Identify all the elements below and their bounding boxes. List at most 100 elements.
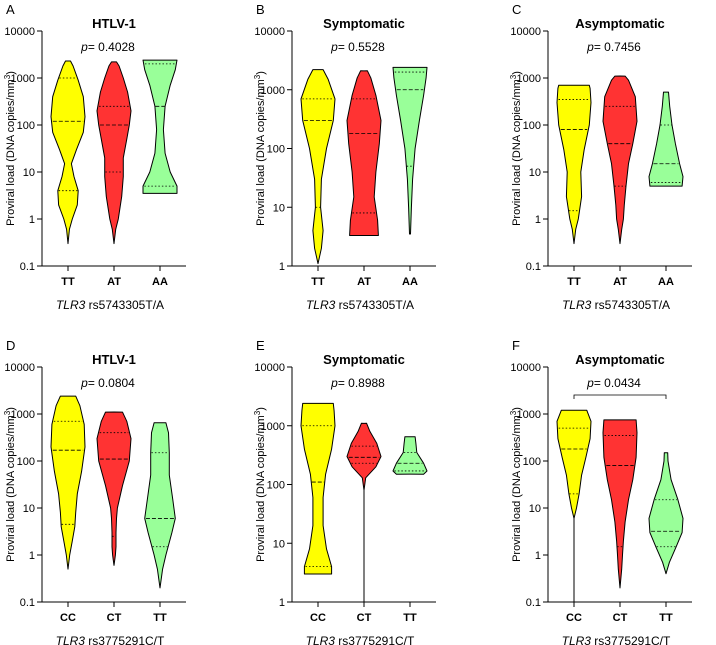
panel-title: HTLV-1 xyxy=(92,352,136,367)
violin-aa xyxy=(392,66,428,235)
y-axis-label-sup: 3 xyxy=(253,410,262,415)
p-value-symbol: p xyxy=(586,376,594,390)
x-tick-label: TT xyxy=(659,612,673,624)
violin-body xyxy=(96,411,132,566)
y-axis-label-close: ) xyxy=(511,71,523,75)
x-tick-label: TT xyxy=(567,276,581,288)
y-axis-label: Proviral load (DNA copies/mm3) xyxy=(509,407,523,562)
p-value: p= 0.4028 xyxy=(80,40,135,54)
x-axis-label: TLR3 rs5743305T/A xyxy=(562,298,670,312)
violin-at xyxy=(346,70,382,237)
y-axis-label-sup: 3 xyxy=(3,74,12,79)
violin-body xyxy=(300,69,336,265)
x-tick-label: AA xyxy=(658,276,674,288)
violin-body xyxy=(392,66,428,235)
x-axis-label-snp: rs5743305T/A xyxy=(591,298,670,312)
y-tick-label: 10 xyxy=(529,167,541,179)
x-axis-label: TLR3 rs5743305T/A xyxy=(56,298,164,312)
violin-body xyxy=(602,419,638,589)
y-tick-label: 100 xyxy=(267,144,285,156)
p-value: p= 0.7456 xyxy=(586,40,641,54)
violin-body xyxy=(346,70,382,237)
x-axis-label-snp: rs3775291C/T xyxy=(591,634,671,645)
y-axis-label: Proviral load (DNA copies/mm3) xyxy=(3,71,17,226)
y-axis-label-sup: 3 xyxy=(253,74,262,79)
p-value-number: = 0.8988 xyxy=(338,376,385,390)
violin-at xyxy=(96,61,132,245)
y-tick-label: 10000 xyxy=(510,362,541,374)
y-tick-label: 1 xyxy=(29,550,35,562)
violin-body xyxy=(50,60,86,245)
violin-tt xyxy=(300,69,336,265)
violin-cc xyxy=(50,395,86,570)
violin-body xyxy=(602,75,638,245)
violin-body xyxy=(300,402,336,575)
panel-title: Symptomatic xyxy=(323,16,405,31)
y-tick-label: 1000 xyxy=(261,421,285,433)
y-axis-label-main: Proviral load (DNA copies/mm xyxy=(255,79,267,226)
violin-cc xyxy=(300,402,336,575)
y-tick-label: 10 xyxy=(23,167,35,179)
violin-ct xyxy=(96,411,132,566)
p-value-symbol: p xyxy=(586,40,594,54)
y-tick-label: 10000 xyxy=(254,362,285,374)
panel-c: C Asymptomatic p= 0.7456 0.1 1 10 100 1000 10000… xyxy=(509,2,692,312)
violin-ct xyxy=(602,419,638,589)
panel-title: Asymptomatic xyxy=(575,352,665,367)
x-axis-label-gene: TLR3 xyxy=(562,298,592,312)
y-tick-label: 1 xyxy=(29,214,35,226)
p-value-symbol: p xyxy=(330,376,338,390)
panel-letter: B xyxy=(256,2,265,17)
y-tick-label: 10 xyxy=(273,538,285,550)
violin-body xyxy=(556,409,592,603)
panel-letter: E xyxy=(256,338,265,353)
y-tick-label: 10 xyxy=(529,503,541,515)
y-tick-label: 1 xyxy=(535,550,541,562)
x-tick-label: AT xyxy=(107,276,121,288)
y-tick-label: 10000 xyxy=(254,26,285,38)
y-tick-label: 0.1 xyxy=(20,261,35,273)
x-axis-label: TLR3 rs3775291C/T xyxy=(306,634,415,645)
panel-letter: C xyxy=(512,2,521,17)
panel-e: E Symptomatic p= 0.8988 1 10 100 1000 10000 Prov… xyxy=(253,338,436,645)
violin-body xyxy=(50,395,86,570)
y-tick-label: 1000 xyxy=(11,73,35,85)
x-axis-label: TLR3 rs3775291C/T xyxy=(562,634,671,645)
y-axis-label-close: ) xyxy=(255,407,267,411)
p-value-number: = 0.0434 xyxy=(594,376,641,390)
violin-body xyxy=(142,59,178,194)
x-tick-label: CT xyxy=(107,612,122,624)
violin-tt xyxy=(144,422,176,589)
x-tick-label: CT xyxy=(613,612,628,624)
x-tick-label: TT xyxy=(311,276,325,288)
violin-tt xyxy=(648,452,684,575)
panel-title: HTLV-1 xyxy=(92,16,136,31)
p-value-number: = 0.7456 xyxy=(594,40,641,54)
panel-letter: D xyxy=(6,338,15,353)
p-value-number: = 0.5528 xyxy=(338,40,385,54)
y-tick-label: 100 xyxy=(523,120,541,132)
violin-tt xyxy=(556,84,592,245)
y-tick-label: 100 xyxy=(17,456,35,468)
x-tick-label: TT xyxy=(153,612,167,624)
y-axis-label: Proviral load (DNA copies/mm3) xyxy=(253,71,267,226)
x-tick-label: TT xyxy=(61,276,75,288)
x-axis-label-gene: TLR3 xyxy=(306,634,336,645)
y-tick-label: 1 xyxy=(279,261,285,273)
y-tick-label: 100 xyxy=(523,456,541,468)
y-tick-label: 1 xyxy=(535,214,541,226)
p-value-number: = 0.0804 xyxy=(88,376,135,390)
y-axis-label-main: Proviral load (DNA copies/mm xyxy=(511,79,523,226)
panel-b: B Symptomatic p= 0.5528 1 10 100 1000 10000 Prov… xyxy=(253,2,436,312)
y-tick-label: 0.1 xyxy=(526,261,541,273)
x-axis-label-snp: rs3775291C/T xyxy=(85,634,165,645)
p-value-symbol: p xyxy=(80,40,88,54)
y-tick-label: 10000 xyxy=(4,362,35,374)
x-tick-label: AT xyxy=(613,276,627,288)
violin-ct xyxy=(346,422,382,603)
y-axis-label-close: ) xyxy=(511,407,523,411)
y-axis-label: Proviral load (DNA copies/mm3) xyxy=(3,407,17,562)
x-tick-label: AT xyxy=(357,276,371,288)
p-value: p= 0.5528 xyxy=(330,40,385,54)
